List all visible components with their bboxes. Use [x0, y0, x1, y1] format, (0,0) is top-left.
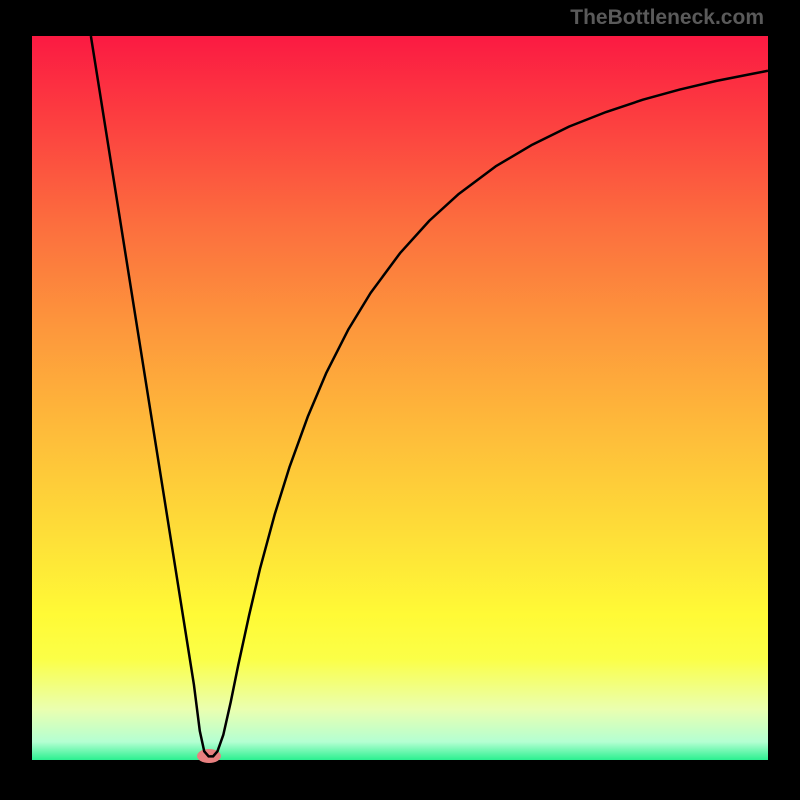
chart-container: TheBottleneck.com	[0, 0, 800, 800]
watermark-text: TheBottleneck.com	[570, 6, 764, 30]
plot-area	[32, 36, 768, 760]
curve	[32, 36, 768, 760]
